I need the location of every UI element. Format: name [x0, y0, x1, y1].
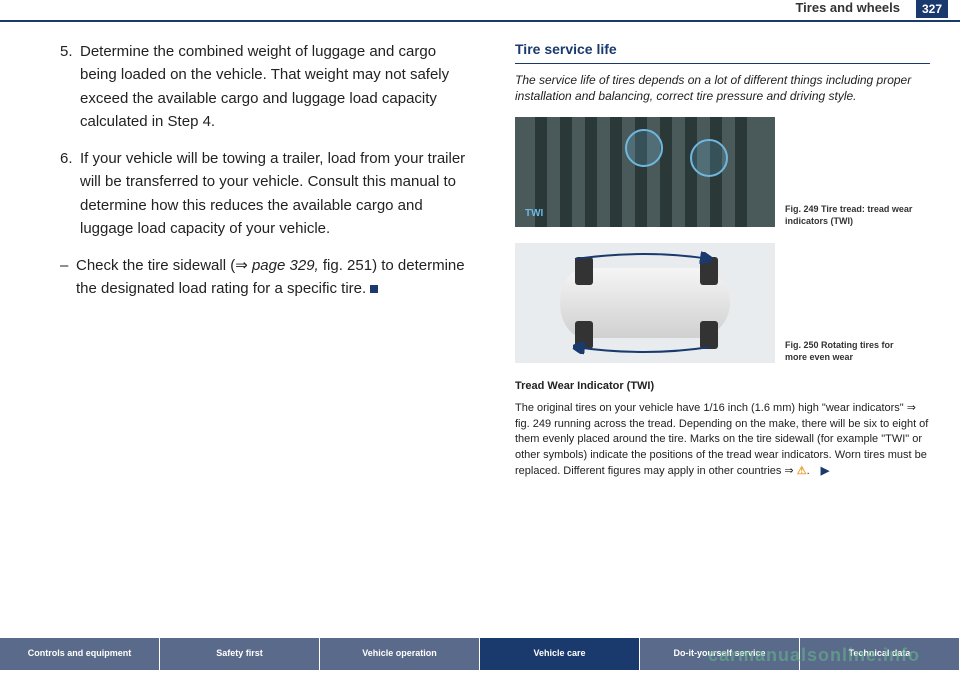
page-content: 5. Determine the combined weight of lugg…	[60, 40, 930, 630]
watermark: carmanualsonline.info	[708, 645, 920, 666]
figure-250-caption: Fig. 250 Rotating tires for more even we…	[785, 340, 915, 363]
continue-arrow-icon: ▶	[821, 464, 829, 480]
step-5: 5. Determine the combined weight of lugg…	[60, 40, 475, 133]
figure-249-caption: Fig. 249 Tire tread: tread wear indicato…	[785, 204, 915, 227]
nav-safety[interactable]: Safety first	[160, 638, 320, 670]
section-title: Tire service life	[515, 40, 930, 64]
twi-label: TWI	[525, 207, 543, 221]
end-square-icon	[370, 285, 378, 293]
page-reference: page 329,	[252, 257, 319, 274]
step-6: 6. If your vehicle will be towing a trai…	[60, 147, 475, 240]
figure-250-image: B4F-2140	[515, 243, 775, 363]
page-number: 327	[916, 0, 948, 18]
header-rule	[0, 20, 960, 22]
warning-triangle-icon: ⚠	[797, 464, 807, 480]
nav-operation[interactable]: Vehicle operation	[320, 638, 480, 670]
nav-vehicle-care[interactable]: Vehicle care	[480, 638, 640, 670]
nav-controls[interactable]: Controls and equipment	[0, 638, 160, 670]
step-text: Determine the combined weight of luggage…	[80, 40, 475, 133]
dash-text: Check the tire sidewall (⇒ page 329, fig…	[76, 254, 475, 301]
left-column: 5. Determine the combined weight of lugg…	[60, 40, 475, 630]
twi-heading: Tread Wear Indicator (TWI)	[515, 379, 930, 394]
header-title: Tires and wheels	[795, 0, 900, 15]
step-number: 5.	[60, 40, 80, 133]
check-sidewall-item: – Check the tire sidewall (⇒ page 329, f…	[60, 254, 475, 301]
twi-body: The original tires on your vehicle have …	[515, 402, 928, 478]
figure-250-row: B4F-2140 Fig. 250 Rotating tires for mor…	[515, 243, 930, 363]
step-text: If your vehicle will be towing a trailer…	[80, 147, 475, 240]
twi-body-text: The original tires on your vehicle have …	[515, 401, 930, 481]
step-number: 6.	[60, 147, 80, 240]
figure-249-row: TWI B8J-0176 Fig. 249 Tire tread: tread …	[515, 117, 930, 227]
figure-249-image: TWI B8J-0176	[515, 117, 775, 227]
dash-pre: Check the tire sidewall (⇒	[76, 257, 252, 274]
dash-bullet: –	[60, 254, 76, 301]
section-intro: The service life of tires depends on a l…	[515, 72, 930, 106]
right-column: Tire service life The service life of ti…	[515, 40, 930, 630]
